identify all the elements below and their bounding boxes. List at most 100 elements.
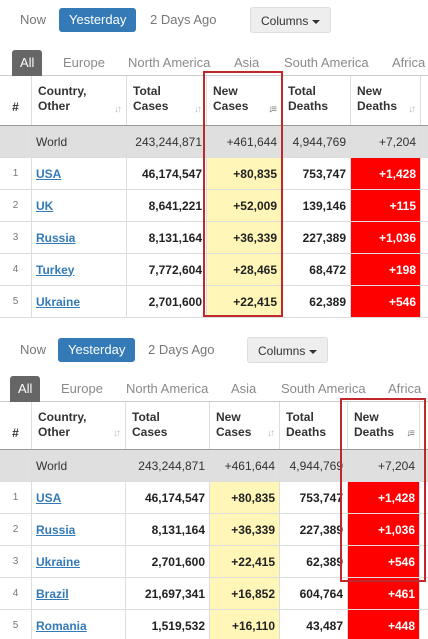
country-link: UK — [32, 190, 127, 221]
new-deaths-cell-text: +1,428 — [378, 166, 416, 181]
country-link: Romania — [32, 610, 126, 639]
tab-south-america[interactable]: South America — [281, 381, 366, 396]
total-deaths-cell: 227,389 — [282, 222, 351, 253]
header-total-deaths[interactable]: Total Deaths — [282, 76, 351, 125]
total-deaths-cell-text: 227,389 — [302, 230, 346, 245]
rank-cell — [0, 126, 32, 157]
total-cases-cell-text: 1,519,532 — [151, 618, 205, 633]
new-cases-cell-text: +16,110 — [231, 618, 275, 633]
total-cases-cell: 21,697,341 — [126, 578, 210, 609]
sort-icon: ↓↑ — [267, 428, 275, 439]
total-cases-cell: 2,701,600 — [126, 546, 210, 577]
header-total-cases-line2: Cases — [133, 99, 169, 113]
header-new-deaths[interactable]: New Deaths ↓≡ — [348, 402, 420, 449]
header-country[interactable]: Country, Other ↓↑ — [32, 402, 126, 449]
total-deaths-cell: 43,487 — [280, 610, 348, 639]
total-cases-cell-text: 8,131,164 — [148, 230, 202, 245]
new-cases-cell: +80,835 — [210, 482, 280, 513]
new-cases-cell-text: +80,835 — [231, 490, 275, 505]
rank-cell: 2 — [0, 514, 32, 545]
header-total-cases[interactable]: Total Cases ↓↑ — [127, 76, 207, 125]
tab-africa[interactable]: Africa — [392, 55, 426, 70]
total-deaths-cell: 62,389 — [282, 286, 351, 317]
new-cases-cell: +80,835 — [207, 158, 282, 189]
total-deaths-cell: 62,389 — [280, 546, 348, 577]
caret-down-icon — [312, 19, 321, 24]
country-link: Russia — [32, 514, 126, 545]
total-deaths-cell: 604,764 — [280, 578, 348, 609]
columns-dropdown-button[interactable]: Columns — [250, 7, 332, 33]
new-cases-cell: +16,852 — [210, 578, 280, 609]
world-new-deaths: +7,204 — [351, 126, 421, 157]
rank-cell — [0, 450, 32, 481]
header-total-deaths[interactable]: Total Deaths — [280, 402, 348, 449]
new-cases-cell: +52,009 — [207, 190, 282, 221]
new-deaths-cell: +198 — [351, 254, 421, 285]
time-filter-bar: Now Yesterday 2 Days Ago Columns — [0, 330, 428, 370]
tab-north-america[interactable]: North America — [126, 381, 209, 396]
world-new-cases: +461,644 — [210, 450, 280, 481]
new-cases-cell-text: +80,835 — [233, 166, 277, 181]
now-button[interactable]: Now — [20, 342, 47, 357]
header-country[interactable]: Country, Other ↓↑ — [32, 76, 127, 125]
total-cases-cell-text: 8,641,221 — [148, 198, 202, 213]
yesterday-button[interactable]: Yesterday — [58, 338, 136, 362]
tab-asia[interactable]: Asia — [234, 55, 260, 70]
tab-north-america[interactable]: North America — [128, 55, 211, 70]
header-total-deaths-line1: Total — [288, 84, 316, 98]
new-deaths-cell-text: +115 — [389, 198, 416, 213]
columns-label: Columns — [261, 14, 309, 28]
rank-cell: 3 — [0, 222, 32, 253]
country-link: USA — [32, 482, 126, 513]
new-deaths-cell: +1,428 — [351, 158, 421, 189]
total-deaths-cell: 227,389 — [280, 514, 348, 545]
new-deaths-cell: +1,036 — [351, 222, 421, 253]
tab-all[interactable]: All — [10, 376, 41, 402]
header-new-deaths-line1: New — [354, 410, 379, 424]
header-new-cases-line1: New — [213, 84, 238, 98]
new-deaths-cell-text: +546 — [387, 554, 415, 569]
tab-europe[interactable]: Europe — [61, 381, 103, 396]
rank-cell: 4 — [0, 578, 32, 609]
table-row: 5 Romania 1,519,532 +16,110 43,487 +448 — [0, 610, 428, 639]
header-new-deaths[interactable]: New Deaths ↓↑ — [351, 76, 421, 125]
2-days-ago-button[interactable]: 2 Days Ago — [150, 12, 217, 27]
country-link: Ukraine — [32, 546, 126, 577]
new-deaths-cell-text: +198 — [388, 262, 416, 277]
total-deaths-cell-text: 753,747 — [302, 166, 346, 181]
tab-asia[interactable]: Asia — [231, 381, 257, 396]
new-deaths-cell-text: +1,036 — [377, 522, 415, 537]
new-deaths-cell: +461 — [348, 578, 420, 609]
region-tabs: All Europe North America Asia South Amer… — [0, 376, 428, 402]
world-total-deaths: 4,944,769 — [280, 450, 348, 481]
world-new-deaths: +7,204 — [348, 450, 420, 481]
yesterday-button[interactable]: Yesterday — [59, 8, 137, 32]
rank-cell: 4 — [0, 254, 32, 285]
region-tabs: All Europe North America Asia South Amer… — [0, 50, 428, 76]
header-total-cases[interactable]: Total Cases — [126, 402, 210, 449]
total-deaths-cell-text: 68,472 — [309, 262, 346, 277]
rank-cell: 5 — [0, 610, 32, 639]
2-days-ago-button[interactable]: 2 Days Ago — [148, 342, 215, 357]
tab-africa[interactable]: Africa — [388, 381, 422, 396]
country-link: Brazil — [32, 578, 126, 609]
sort-icon: ↓↑ — [114, 104, 122, 115]
tab-south-america[interactable]: South America — [284, 55, 369, 70]
rank-cell-text: 5 — [12, 295, 19, 307]
now-button[interactable]: Now — [20, 12, 47, 27]
country-link: Ukraine — [32, 286, 127, 317]
new-deaths-cell: +115 — [351, 190, 421, 221]
total-deaths-cell-text: 43,487 — [306, 618, 343, 633]
tab-all[interactable]: All — [12, 50, 43, 76]
header-new-cases[interactable]: New Cases ↓↑ — [210, 402, 280, 449]
table-header: # Country, Other ↓↑ Total Cases New Case… — [0, 402, 428, 450]
new-cases-cell: +22,415 — [210, 546, 280, 577]
new-deaths-cell-text: +546 — [388, 294, 416, 309]
columns-dropdown-button[interactable]: Columns — [247, 337, 329, 363]
caret-down-icon — [309, 349, 318, 354]
header-country-line2: Other — [38, 99, 71, 113]
tab-europe[interactable]: Europe — [63, 55, 105, 70]
header-new-cases-line2: Cases — [213, 99, 249, 113]
header-new-cases[interactable]: New Cases ↓≡ — [207, 76, 282, 125]
total-cases-cell: 46,174,547 — [127, 158, 207, 189]
